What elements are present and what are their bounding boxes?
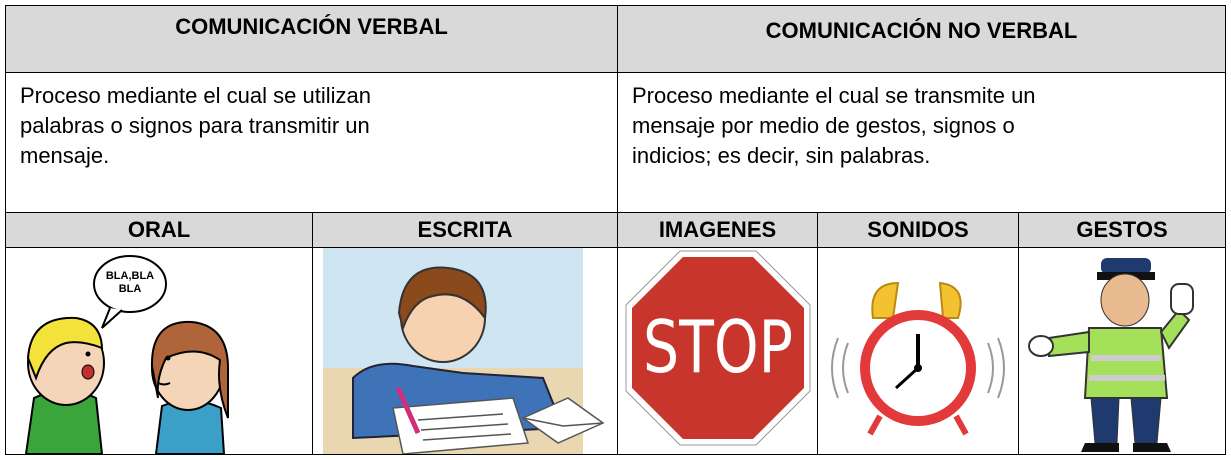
oral-illustration: BLA,BLA BLA [24,255,229,454]
image-cell [1018,247,1226,455]
subheader: ESCRITA [312,212,618,248]
speech-text: BLA [119,283,142,295]
subheader: IMAGENES [617,212,818,248]
description-verbal: Proceso mediante el cual se utilizan pal… [5,72,618,213]
subheader: GESTOS [1018,212,1226,248]
image-cell [312,247,618,455]
image-cell [817,247,1019,455]
description-no-verbal: Proceso mediante el cual se transmite un… [617,72,1226,213]
header-no-verbal: COMUNICACIÓN NO VERBAL [617,5,1226,73]
description-line: mensaje por medio de gestos, signos o [632,113,1015,138]
description-line: Proceso mediante el cual se utilizan [20,83,371,108]
description-line: mensaje. [20,143,110,168]
police-illustration [1028,258,1194,452]
image-cell: STOP [617,247,818,455]
header-verbal: COMUNICACIÓN VERBAL [5,5,618,73]
stop-sign: STOP [625,250,811,446]
image-cell: BLA,BLA BLA [5,247,313,455]
subheader: ORAL [5,212,313,248]
description-line: Proceso mediante el cual se transmite un [632,83,1036,108]
description-line: indicios; es decir, sin palabras. [632,143,931,168]
description-line: palabras o signos para transmitir un [20,113,370,138]
subheader: SONIDOS [817,212,1019,248]
alarm-clock [831,281,1005,436]
stop-text: STOP [643,305,793,389]
escrita-illustration [323,248,605,454]
speech-text: BLA,BLA [106,270,154,282]
